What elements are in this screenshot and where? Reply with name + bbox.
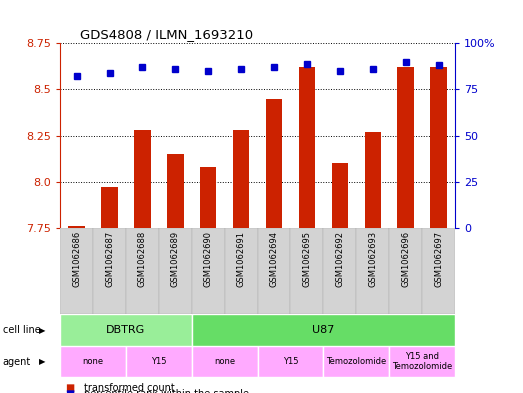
- Text: GSM1062694: GSM1062694: [269, 231, 279, 286]
- Text: transformed count: transformed count: [84, 383, 175, 393]
- Bar: [126, 346, 192, 377]
- Text: U87: U87: [312, 325, 335, 335]
- Bar: [389, 228, 422, 314]
- Text: Temozolomide: Temozolomide: [326, 357, 386, 366]
- Text: GSM1062692: GSM1062692: [335, 231, 344, 286]
- Text: ■: ■: [65, 383, 75, 393]
- Text: DBTRG: DBTRG: [106, 325, 145, 335]
- Text: cell line: cell line: [3, 325, 40, 335]
- Text: percentile rank within the sample: percentile rank within the sample: [84, 389, 248, 393]
- Bar: [257, 228, 290, 314]
- Bar: [225, 228, 257, 314]
- Text: Y15: Y15: [151, 357, 167, 366]
- Bar: [397, 67, 414, 228]
- Bar: [60, 314, 192, 346]
- Text: GSM1062687: GSM1062687: [105, 231, 114, 287]
- Text: none: none: [83, 357, 104, 366]
- Text: agent: agent: [3, 356, 31, 367]
- Bar: [167, 154, 184, 228]
- Bar: [323, 346, 389, 377]
- Bar: [389, 346, 455, 377]
- Bar: [60, 228, 93, 314]
- Text: none: none: [214, 357, 235, 366]
- Bar: [60, 346, 126, 377]
- Bar: [192, 314, 455, 346]
- Text: GDS4808 / ILMN_1693210: GDS4808 / ILMN_1693210: [80, 28, 253, 40]
- Bar: [93, 228, 126, 314]
- Bar: [365, 132, 381, 228]
- Text: ■: ■: [65, 389, 75, 393]
- Text: GSM1062695: GSM1062695: [302, 231, 311, 286]
- Bar: [134, 130, 151, 228]
- Text: ▶: ▶: [39, 326, 45, 334]
- Bar: [323, 228, 356, 314]
- Text: GSM1062688: GSM1062688: [138, 231, 147, 287]
- Bar: [422, 228, 455, 314]
- Text: Y15: Y15: [283, 357, 298, 366]
- Bar: [332, 163, 348, 228]
- Bar: [430, 67, 447, 228]
- Bar: [356, 228, 389, 314]
- Text: GSM1062690: GSM1062690: [204, 231, 213, 286]
- Text: GSM1062689: GSM1062689: [171, 231, 180, 286]
- Bar: [192, 228, 225, 314]
- Bar: [69, 226, 85, 228]
- Text: Y15 and
Temozolomide: Y15 and Temozolomide: [392, 352, 452, 371]
- Bar: [101, 187, 118, 228]
- Bar: [290, 228, 323, 314]
- Text: ▶: ▶: [39, 357, 45, 366]
- Text: GSM1062691: GSM1062691: [236, 231, 246, 286]
- Bar: [299, 67, 315, 228]
- Text: GSM1062686: GSM1062686: [72, 231, 81, 287]
- Bar: [126, 228, 159, 314]
- Text: GSM1062697: GSM1062697: [434, 231, 443, 286]
- Bar: [266, 99, 282, 228]
- Bar: [159, 228, 192, 314]
- Bar: [200, 167, 217, 228]
- Bar: [233, 130, 249, 228]
- Bar: [192, 346, 257, 377]
- Text: GSM1062693: GSM1062693: [368, 231, 377, 286]
- Bar: [257, 346, 323, 377]
- Text: GSM1062696: GSM1062696: [401, 231, 410, 286]
